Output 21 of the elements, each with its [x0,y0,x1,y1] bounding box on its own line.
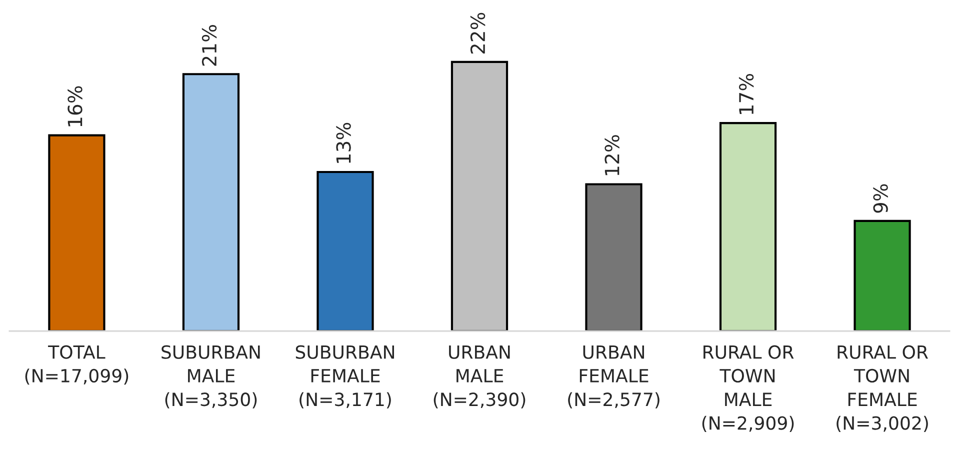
x-tick-label: URBAN FEMALE (N=2,577) [568,345,660,408]
x-tick-label: TOTAL (N=17,099) [25,345,128,385]
bar [450,60,508,332]
data-label: 12% [604,135,620,176]
x-tick-label: RURAL OR TOWN MALE (N=2,909) [702,345,794,432]
data-label: 9% [873,184,888,213]
data-label: 17% [738,74,754,114]
data-label: 13% [336,122,351,163]
bar [182,73,240,332]
x-tick-label: SUBURBAN MALE (N=3,350) [162,345,260,408]
bar [719,122,777,332]
x-tick-label: RURAL OR TOWN FEMALE (N=3,002) [836,345,928,432]
data-label: 21% [202,25,217,66]
bar [854,220,911,332]
bar [48,134,106,332]
bar [585,183,642,332]
bar [316,170,374,332]
data-label: 16% [68,86,82,126]
x-tick-label: SUBURBAN FEMALE (N=3,171) [296,345,394,408]
x-tick-label: URBAN MALE (N=2,390) [434,345,526,408]
data-label: 22% [470,12,486,54]
